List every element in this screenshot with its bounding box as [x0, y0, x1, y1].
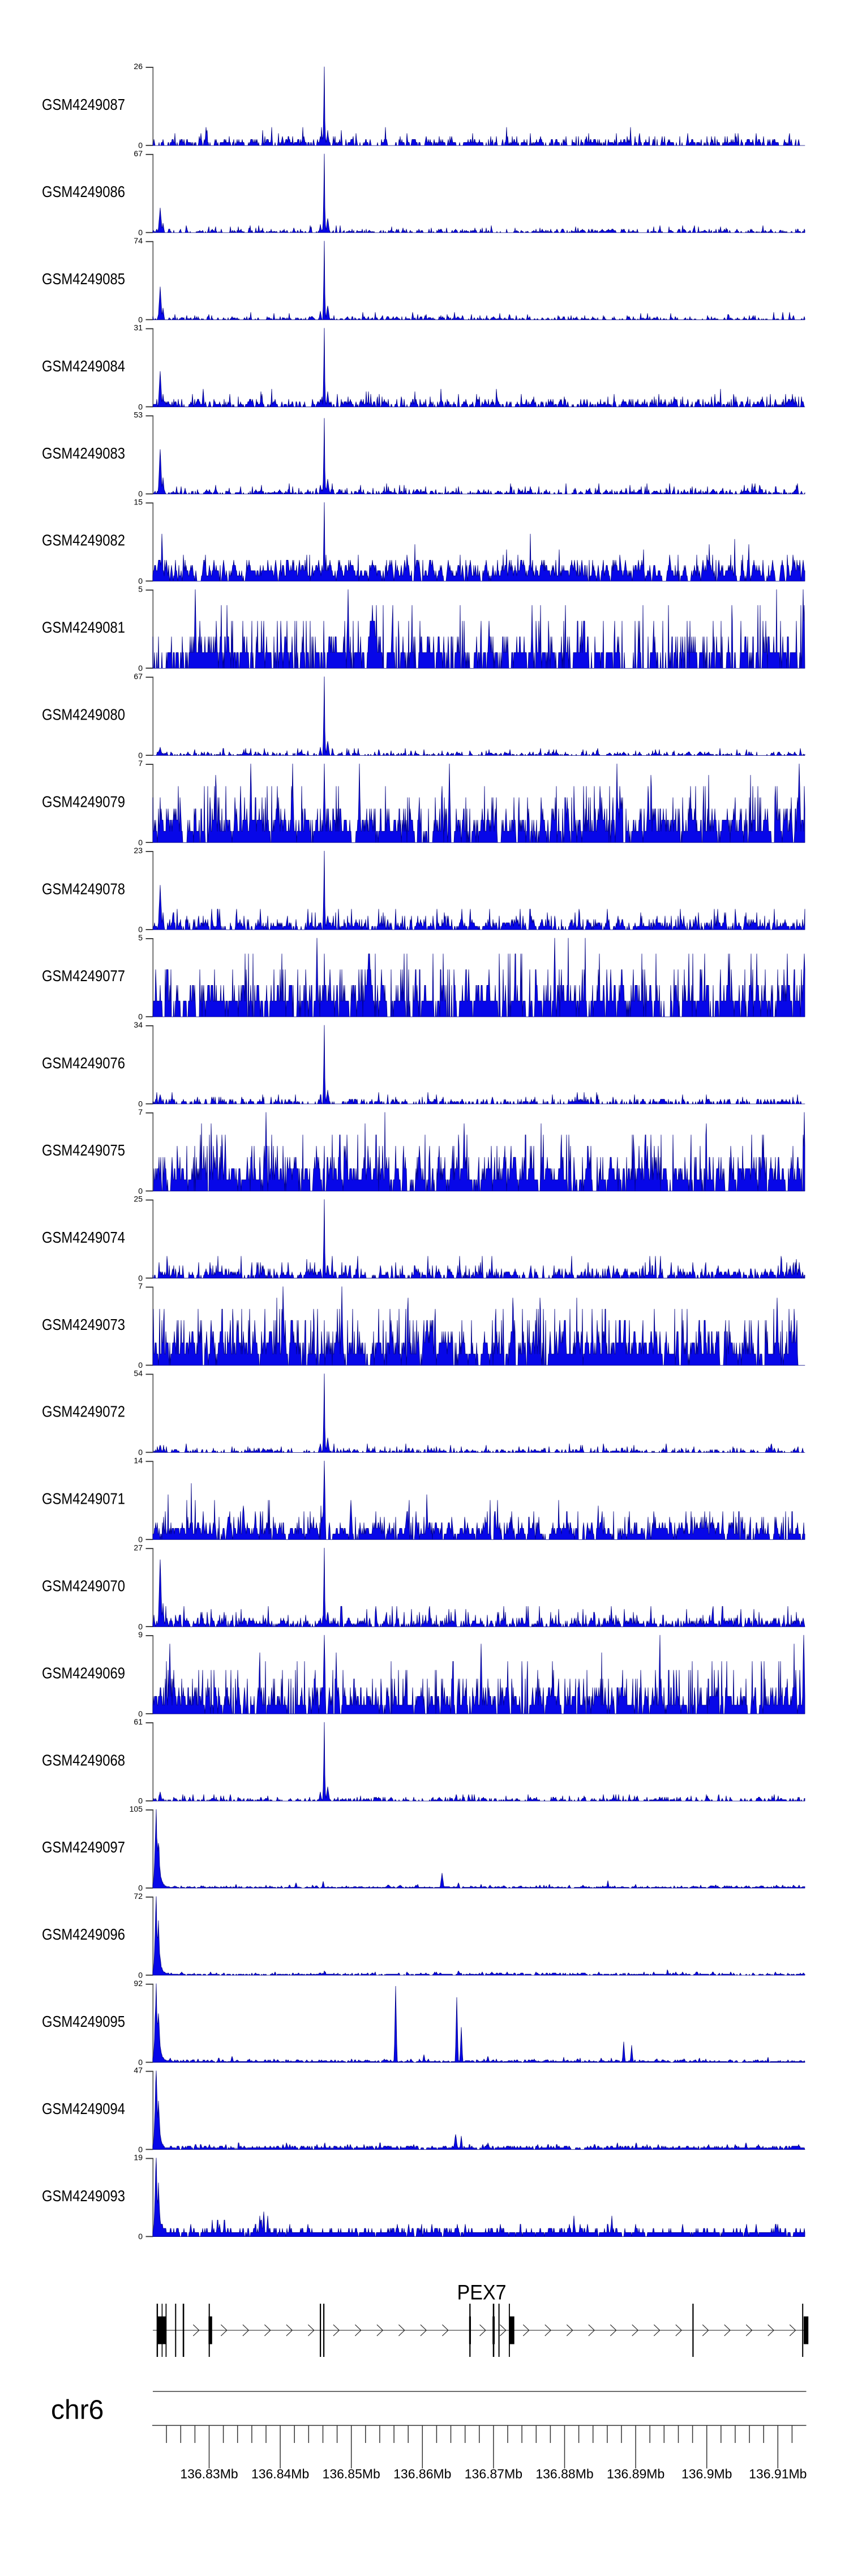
svg-text:27: 27: [134, 1543, 143, 1552]
svg-text:0: 0: [138, 228, 143, 237]
svg-text:0: 0: [138, 576, 143, 585]
svg-text:GSM4249079: GSM4249079: [42, 793, 125, 811]
svg-text:136.9Mb: 136.9Mb: [681, 2467, 732, 2481]
svg-text:0: 0: [138, 1622, 143, 1631]
svg-text:GSM4249095: GSM4249095: [42, 2012, 125, 2030]
svg-text:0: 0: [138, 751, 143, 760]
svg-text:GSM4249096: GSM4249096: [42, 1925, 125, 1943]
svg-text:53: 53: [134, 410, 143, 420]
svg-text:GSM4249075: GSM4249075: [42, 1141, 125, 1159]
svg-text:34: 34: [134, 1020, 143, 1029]
svg-text:0: 0: [138, 1448, 143, 1457]
svg-text:67: 67: [134, 671, 143, 681]
svg-text:GSM4249069: GSM4249069: [42, 1664, 125, 1682]
svg-text:0: 0: [138, 1360, 143, 1370]
svg-text:GSM4249093: GSM4249093: [42, 2186, 125, 2205]
svg-text:GSM4249078: GSM4249078: [42, 879, 125, 897]
svg-text:7: 7: [138, 1282, 143, 1291]
svg-text:15: 15: [134, 498, 143, 507]
svg-text:chr6: chr6: [51, 2395, 104, 2425]
svg-text:0: 0: [138, 1186, 143, 1195]
svg-text:14: 14: [134, 1456, 143, 1465]
svg-text:0: 0: [138, 838, 143, 847]
svg-text:136.89Mb: 136.89Mb: [607, 2467, 664, 2481]
svg-text:0: 0: [138, 1709, 143, 1718]
svg-text:GSM4249072: GSM4249072: [42, 1402, 125, 1420]
svg-text:7: 7: [138, 1107, 143, 1116]
svg-text:25: 25: [134, 1195, 143, 1204]
svg-text:GSM4249087: GSM4249087: [42, 95, 125, 113]
svg-text:9: 9: [138, 1630, 143, 1639]
svg-text:0: 0: [138, 2145, 143, 2154]
svg-text:26: 26: [134, 62, 143, 71]
svg-text:5: 5: [138, 933, 143, 942]
svg-text:0: 0: [138, 489, 143, 498]
svg-text:0: 0: [138, 1535, 143, 1544]
svg-text:0: 0: [138, 402, 143, 411]
svg-text:136.87Mb: 136.87Mb: [465, 2467, 522, 2481]
svg-text:GSM4249082: GSM4249082: [42, 531, 125, 549]
svg-text:0: 0: [138, 1971, 143, 1980]
svg-text:54: 54: [134, 1369, 143, 1378]
svg-text:GSM4249073: GSM4249073: [42, 1315, 125, 1333]
svg-text:GSM4249086: GSM4249086: [42, 182, 125, 200]
svg-text:136.86Mb: 136.86Mb: [393, 2467, 451, 2481]
svg-text:0: 0: [138, 1884, 143, 1893]
svg-text:67: 67: [134, 149, 143, 158]
svg-text:GSM4249070: GSM4249070: [42, 1577, 125, 1595]
svg-text:0: 0: [138, 1012, 143, 1021]
svg-text:19: 19: [134, 2153, 143, 2162]
svg-text:GSM4249084: GSM4249084: [42, 357, 125, 375]
svg-text:47: 47: [134, 2066, 143, 2075]
svg-text:GSM4249080: GSM4249080: [42, 705, 125, 724]
svg-text:0: 0: [138, 1099, 143, 1109]
svg-text:0: 0: [138, 141, 143, 150]
svg-text:GSM4249097: GSM4249097: [42, 1838, 125, 1856]
svg-text:105: 105: [130, 1804, 143, 1813]
svg-text:GSM4249085: GSM4249085: [42, 269, 125, 288]
svg-text:136.84Mb: 136.84Mb: [251, 2467, 309, 2481]
svg-text:PEX7: PEX7: [457, 2280, 507, 2304]
svg-text:5: 5: [138, 584, 143, 593]
svg-text:GSM4249081: GSM4249081: [42, 618, 125, 636]
svg-text:0: 0: [138, 1796, 143, 1805]
svg-text:136.83Mb: 136.83Mb: [180, 2467, 238, 2481]
svg-text:7: 7: [138, 759, 143, 768]
svg-text:74: 74: [134, 236, 143, 245]
svg-text:0: 0: [138, 315, 143, 324]
svg-text:0: 0: [138, 2232, 143, 2241]
svg-text:GSM4249068: GSM4249068: [42, 1751, 125, 1769]
svg-text:136.88Mb: 136.88Mb: [535, 2467, 593, 2481]
svg-text:136.85Mb: 136.85Mb: [323, 2467, 380, 2481]
svg-text:92: 92: [134, 1979, 143, 1988]
svg-text:72: 72: [134, 1892, 143, 1901]
svg-text:GSM4249074: GSM4249074: [42, 1228, 125, 1246]
svg-text:61: 61: [134, 1717, 143, 1726]
svg-text:GSM4249094: GSM4249094: [42, 2099, 125, 2117]
svg-text:0: 0: [138, 664, 143, 673]
svg-text:GSM4249076: GSM4249076: [42, 1054, 125, 1072]
svg-text:136.91Mb: 136.91Mb: [749, 2467, 807, 2481]
svg-text:GSM4249077: GSM4249077: [42, 966, 125, 985]
svg-text:23: 23: [134, 846, 143, 855]
svg-text:0: 0: [138, 1273, 143, 1282]
svg-text:0: 0: [138, 925, 143, 934]
svg-text:31: 31: [134, 323, 143, 332]
svg-text:GSM4249071: GSM4249071: [42, 1490, 125, 1508]
svg-text:0: 0: [138, 2057, 143, 2066]
svg-text:GSM4249083: GSM4249083: [42, 444, 125, 462]
